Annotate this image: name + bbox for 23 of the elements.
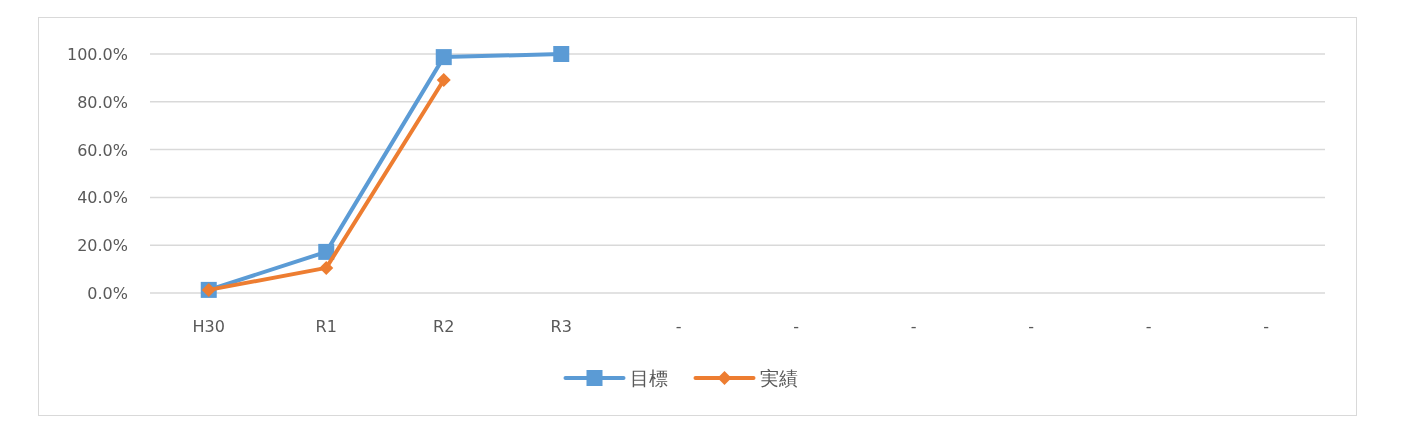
x-tick-label: - bbox=[1145, 317, 1152, 336]
x-tick-label: H30 bbox=[192, 317, 225, 336]
y-tick-label: 100.0% bbox=[66, 45, 128, 64]
y-tick-label: 80.0% bbox=[77, 92, 128, 112]
legend-label: 目標 bbox=[629, 367, 668, 389]
y-tick-label: 20.0% bbox=[77, 236, 128, 256]
point bbox=[318, 243, 335, 260]
y-tick-label: 60.0% bbox=[77, 140, 128, 160]
point bbox=[319, 260, 334, 275]
x-tick-label: R3 bbox=[550, 317, 572, 336]
y-tick-label: 0.0% bbox=[87, 284, 128, 303]
x-tick-label: - bbox=[910, 317, 917, 336]
x-tick-label: - bbox=[1028, 317, 1035, 336]
point bbox=[436, 73, 451, 88]
legend-label: 実績 bbox=[759, 367, 798, 389]
x-tick-label: - bbox=[675, 317, 682, 336]
x-tick-label: R2 bbox=[433, 317, 455, 336]
y-tick-label: 40.0% bbox=[77, 188, 128, 208]
point bbox=[553, 46, 570, 62]
x-tick-label: - bbox=[793, 317, 800, 336]
x-tick-label: R1 bbox=[315, 317, 337, 336]
x-tick-label: - bbox=[1263, 317, 1270, 336]
point bbox=[435, 49, 452, 66]
